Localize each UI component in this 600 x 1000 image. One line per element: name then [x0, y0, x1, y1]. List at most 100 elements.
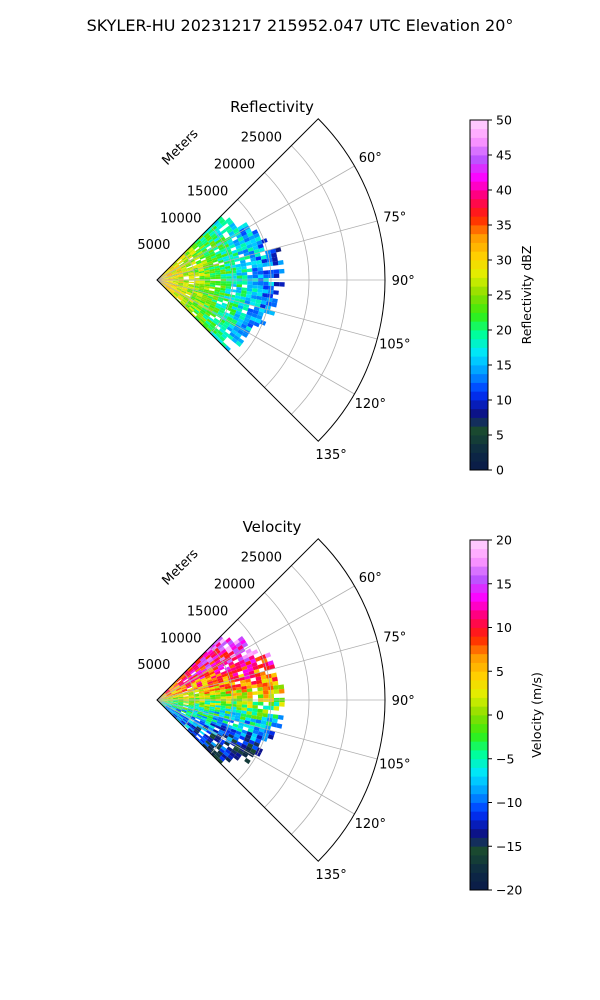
echo-cell — [176, 289, 182, 293]
echo-cell — [273, 702, 280, 707]
echo-cell — [209, 750, 216, 757]
echo-cell — [230, 289, 237, 293]
colorbar-band — [470, 155, 488, 165]
echo-cell — [203, 241, 210, 247]
echo-cell — [174, 684, 180, 689]
echo-cell — [181, 289, 187, 293]
echo-cell — [256, 314, 263, 320]
echo-cell — [210, 301, 217, 305]
azimuth-spoke — [156, 585, 355, 701]
range-tick-label: 15000 — [187, 184, 228, 199]
echo-cell — [199, 277, 205, 280]
echo-cell — [234, 715, 241, 720]
echo-cell — [220, 696, 227, 699]
colorbar-band — [470, 837, 488, 847]
echo-cell — [225, 268, 231, 272]
echo-cell — [247, 667, 254, 672]
echo-cell — [220, 670, 227, 676]
echo-cell — [187, 709, 193, 713]
echo-cell — [166, 692, 172, 696]
echo-cell — [218, 654, 224, 660]
echo-cell — [235, 712, 242, 717]
echo-cell — [177, 259, 183, 264]
echo-cell — [183, 700, 189, 702]
echo-cell — [168, 685, 174, 690]
echo-cell — [223, 258, 229, 263]
echo-cell — [221, 302, 228, 307]
echo-cell — [273, 706, 280, 711]
echo-cell — [180, 720, 186, 726]
echo-cell — [231, 695, 237, 699]
echo-cell — [203, 313, 210, 319]
echo-cell — [169, 709, 175, 713]
echo-cell — [178, 281, 184, 283]
colorbar-band — [470, 697, 488, 707]
echo-cell — [211, 645, 218, 652]
echo-cell — [161, 703, 166, 707]
azimuth-tick-label: 75° — [383, 630, 406, 645]
echo-cell — [236, 701, 243, 705]
echo-cell — [216, 232, 223, 238]
echo-cell — [245, 648, 252, 655]
echo-cell — [231, 306, 238, 311]
echo-cell — [214, 707, 221, 710]
echo-cell — [193, 704, 200, 707]
echo-cell — [175, 709, 181, 713]
echo-cell — [245, 660, 252, 666]
echo-cell — [191, 304, 197, 309]
echo-cell — [199, 310, 205, 316]
echo-cell — [188, 281, 195, 284]
echo-cell — [226, 701, 232, 704]
echo-cell — [162, 700, 168, 702]
echo-cell — [240, 713, 247, 718]
echo-cell — [178, 295, 184, 300]
echo-cell — [225, 217, 232, 224]
echo-cell — [204, 282, 211, 285]
echo-cell — [162, 698, 168, 700]
echo-cell — [162, 700, 168, 702]
echo-cell — [172, 283, 178, 285]
echo-cell — [215, 274, 221, 277]
echo-cell — [271, 676, 278, 682]
echo-cell — [261, 716, 268, 722]
colorbar-tick-label: 10 — [496, 393, 512, 408]
colorbar-band — [470, 566, 488, 576]
colorbar-band — [470, 557, 488, 567]
echo-cell — [221, 341, 227, 348]
echo-cell — [202, 743, 208, 749]
echo-cell — [220, 703, 227, 706]
echo-cell — [214, 267, 221, 271]
echo-cell — [250, 658, 257, 664]
echo-cell — [237, 250, 244, 256]
echo-cell — [180, 292, 186, 296]
echo-cell — [277, 260, 284, 266]
echo-cell — [182, 272, 189, 275]
echo-cell — [235, 266, 242, 271]
echo-cell — [213, 307, 220, 312]
echo-cell — [177, 694, 184, 696]
echo-cell — [226, 736, 233, 742]
echo-cell — [194, 697, 200, 700]
echo-cell — [166, 272, 172, 276]
echo-cell — [199, 275, 205, 278]
echo-cell — [210, 702, 216, 706]
echo-cell — [231, 275, 237, 279]
echo-cell — [165, 270, 171, 275]
echo-cell — [209, 688, 215, 692]
echo-cell — [166, 693, 172, 697]
colorbar-band — [470, 251, 488, 261]
echo-cell — [177, 704, 184, 706]
echo-cell — [193, 285, 199, 289]
echo-cell — [214, 229, 221, 236]
echo-cell — [207, 680, 213, 685]
echo-cell — [206, 236, 213, 242]
echo-cell — [199, 694, 205, 697]
colorbar-band — [470, 408, 488, 418]
echo-cell — [210, 696, 216, 700]
echo-cell — [232, 316, 239, 322]
echo-cell — [211, 225, 218, 232]
echo-cell — [161, 693, 166, 697]
echo-cell — [186, 290, 193, 294]
echo-cell — [220, 269, 226, 273]
echo-cell — [257, 663, 264, 669]
